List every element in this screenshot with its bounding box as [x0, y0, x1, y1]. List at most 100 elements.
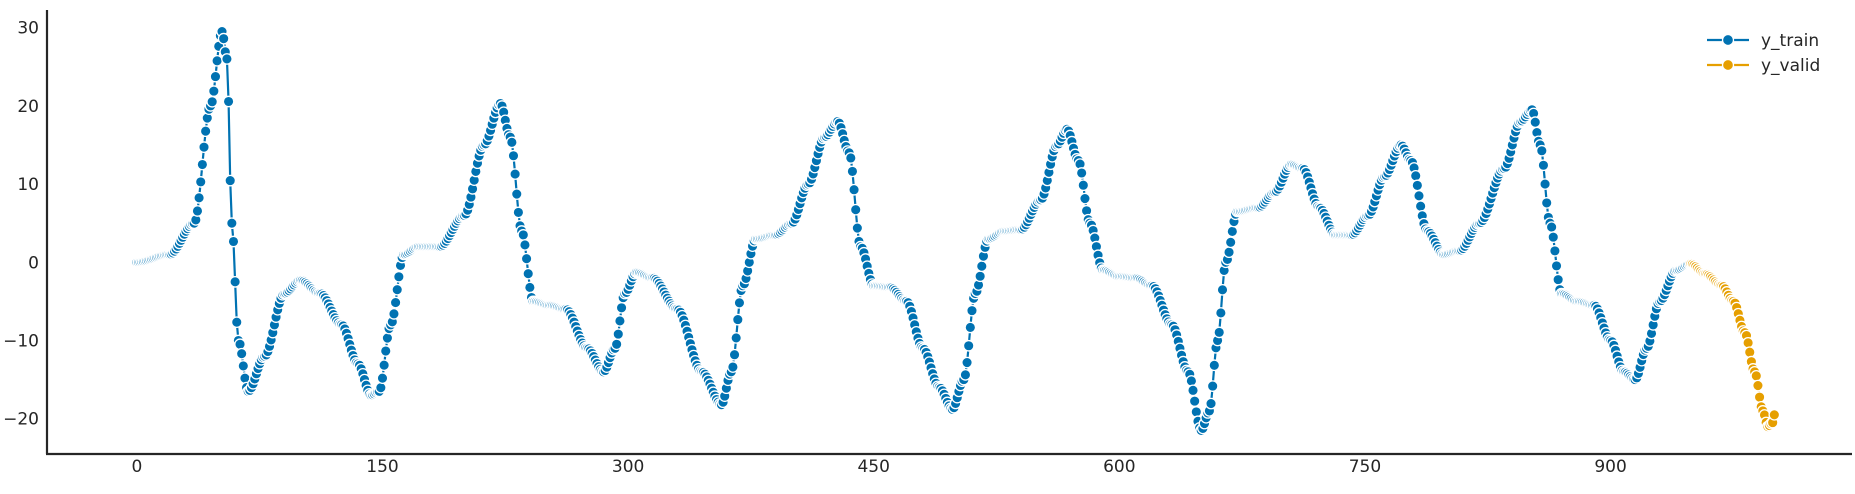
y-tick-label: 0 — [28, 253, 39, 273]
data-point-y_train — [224, 174, 237, 187]
series-markers — [131, 25, 1781, 437]
y-tick-label: −10 — [3, 332, 39, 352]
data-point-y_train — [230, 316, 243, 329]
x-tick-label: 750 — [1349, 457, 1381, 477]
data-point-y_train — [1185, 375, 1198, 387]
data-point-y_train — [393, 270, 405, 283]
axes: 0 150 300 450 600 750 900 −20 −10 0 10 20 30 — [3, 10, 1852, 477]
x-tick-label: 450 — [857, 457, 889, 477]
x-tick-label: 0 — [131, 457, 142, 477]
data-point-y_train — [612, 328, 625, 340]
data-point-y_train — [510, 188, 523, 200]
data-point-y_train — [234, 338, 246, 351]
data-point-y_train — [1552, 273, 1565, 286]
data-point-y_train — [614, 315, 626, 327]
data-point-y_train — [376, 372, 389, 385]
data-point-y_train — [1550, 260, 1563, 272]
data-point-y_train — [1413, 189, 1425, 202]
data-point-y_train — [1224, 236, 1237, 249]
data-point-y_train — [193, 191, 205, 204]
data-point-y_train — [519, 239, 531, 251]
data-point-y_train — [1223, 246, 1235, 259]
data-point-y_train — [966, 304, 978, 317]
data-point-y_train — [209, 70, 222, 83]
legend-label-y_valid: y_valid — [1761, 56, 1820, 76]
data-point-y_train — [1206, 380, 1219, 392]
data-point-y_train — [520, 252, 533, 265]
data-point-y_train — [1077, 179, 1090, 192]
data-point-y_train — [959, 368, 972, 381]
data-point-y_train — [512, 206, 525, 219]
data-point-y_train — [615, 301, 628, 314]
legend-label-y_train: y_train — [1761, 31, 1819, 51]
data-point-y_train — [522, 267, 535, 280]
legend-marker-y_valid — [1721, 58, 1735, 72]
x-tick-label: 300 — [612, 457, 644, 477]
data-point-y_train — [1547, 231, 1560, 243]
data-point-y_train — [1188, 395, 1201, 407]
data-point-y_train — [1411, 179, 1424, 192]
data-point-y_train — [237, 360, 250, 372]
data-point-y_train — [207, 85, 220, 97]
data-point-y_train — [731, 313, 744, 326]
y-tick-label: 20 — [17, 97, 39, 117]
data-point-y_train — [388, 308, 400, 320]
data-point-y_valid — [1768, 408, 1781, 421]
data-point-y_train — [730, 332, 743, 344]
data-point-y_train — [846, 165, 859, 178]
data-point-y_train — [975, 260, 988, 273]
data-point-y_train — [1539, 178, 1551, 190]
data-point-y_train — [235, 347, 248, 360]
data-point-y_train — [848, 183, 860, 196]
data-point-y_train — [391, 283, 404, 296]
data-point-y_train — [1079, 192, 1091, 205]
series-line-y_train — [136, 27, 1691, 433]
x-tick-label: 900 — [1594, 457, 1626, 477]
data-point-y_train — [524, 281, 536, 294]
y-tick-label: 10 — [17, 175, 39, 195]
data-point-y_train — [196, 158, 209, 171]
data-point-y_train — [517, 229, 530, 241]
data-point-y_train — [374, 381, 387, 394]
data-point-y_train — [1537, 159, 1550, 172]
data-point-y_train — [222, 95, 235, 108]
data-point-y_train — [211, 54, 223, 67]
data-point-y_valid — [1753, 391, 1766, 403]
data-point-y_valid — [1742, 336, 1754, 349]
data-point-y_train — [1414, 200, 1427, 213]
data-point-y_train — [1409, 169, 1422, 182]
data-point-y_train — [381, 332, 394, 344]
data-point-y_train — [1535, 144, 1548, 157]
data-point-y_train — [1540, 197, 1553, 209]
data-point-y_valid — [1750, 369, 1763, 382]
data-point-y_train — [389, 296, 402, 309]
legend: y_train y_valid — [1707, 31, 1820, 76]
data-point-y_train — [225, 217, 238, 230]
data-point-y_train — [1187, 384, 1199, 397]
legend-marker-y_train — [1721, 33, 1735, 47]
data-point-y_train — [727, 361, 739, 373]
data-point-y_train — [198, 141, 210, 153]
data-point-y_train — [974, 270, 987, 283]
data-point-y_train — [961, 356, 973, 369]
data-point-y_train — [610, 338, 623, 351]
x-tick-label: 600 — [1103, 457, 1135, 477]
data-point-y_train — [964, 321, 977, 334]
data-point-y_train — [191, 205, 204, 217]
data-point-y_train — [509, 168, 521, 180]
data-point-y_train — [1215, 307, 1227, 319]
data-point-y_valid — [1752, 379, 1764, 392]
data-point-y_train — [1205, 397, 1217, 410]
data-point-y_train — [505, 136, 518, 149]
data-point-y_train — [194, 176, 207, 188]
data-point-y_train — [733, 296, 746, 309]
y-tick-label: 30 — [17, 19, 39, 39]
data-point-y_train — [728, 348, 741, 361]
y-tick-label: −20 — [3, 410, 39, 430]
data-point-y_train — [217, 32, 230, 45]
data-point-y_train — [1226, 225, 1239, 238]
data-point-y_train — [962, 339, 975, 352]
data-point-y_train — [1213, 326, 1226, 339]
